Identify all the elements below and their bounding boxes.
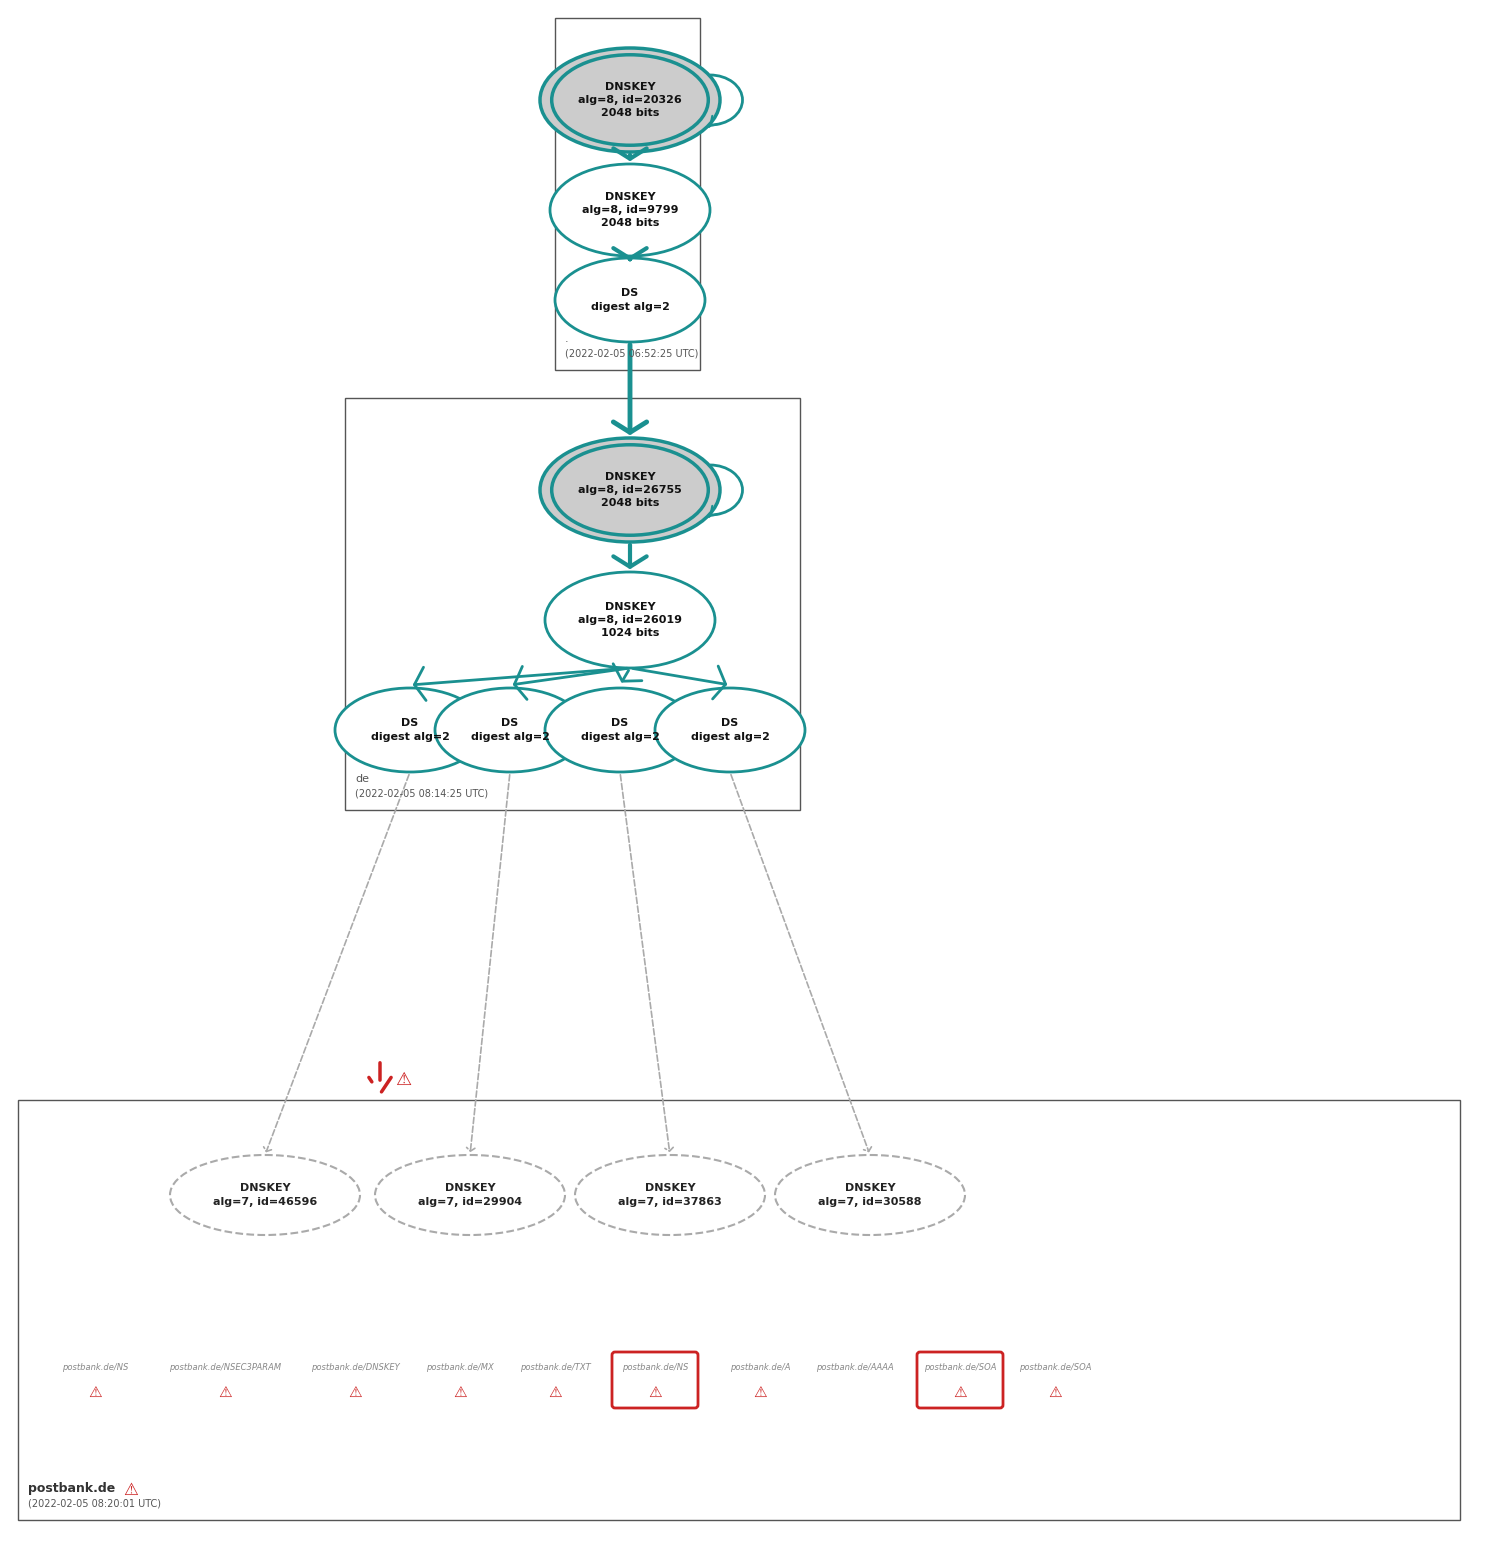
Text: (2022-02-05 08:14:25 UTC): (2022-02-05 08:14:25 UTC) xyxy=(356,787,488,798)
Text: postbank.de: postbank.de xyxy=(28,1482,116,1494)
Text: DS
digest alg=2: DS digest alg=2 xyxy=(471,718,549,741)
Ellipse shape xyxy=(550,164,710,255)
Ellipse shape xyxy=(540,48,720,152)
Ellipse shape xyxy=(334,688,484,772)
Text: DNSKEY
alg=7, id=46596: DNSKEY alg=7, id=46596 xyxy=(213,1183,316,1207)
Text: ⚠: ⚠ xyxy=(548,1385,562,1400)
Text: ⚠: ⚠ xyxy=(217,1385,232,1400)
Text: ⚠: ⚠ xyxy=(453,1385,466,1400)
Text: DS
digest alg=2: DS digest alg=2 xyxy=(591,288,669,311)
Ellipse shape xyxy=(375,1156,566,1235)
Text: (2022-02-05 08:20:01 UTC): (2022-02-05 08:20:01 UTC) xyxy=(28,1497,160,1508)
Text: postbank.de/NS: postbank.de/NS xyxy=(62,1363,128,1372)
Ellipse shape xyxy=(540,438,720,541)
Text: (2022-02-05 06:52:25 UTC): (2022-02-05 06:52:25 UTC) xyxy=(566,348,699,357)
Ellipse shape xyxy=(776,1156,964,1235)
Text: DNSKEY
alg=7, id=30588: DNSKEY alg=7, id=30588 xyxy=(819,1183,921,1207)
Ellipse shape xyxy=(435,688,585,772)
Bar xyxy=(555,19,700,370)
Text: postbank.de/SOA: postbank.de/SOA xyxy=(924,1363,996,1372)
Text: ⚠: ⚠ xyxy=(648,1385,662,1400)
Text: ⚠: ⚠ xyxy=(123,1480,138,1499)
Text: DNSKEY
alg=8, id=26755
2048 bits: DNSKEY alg=8, id=26755 2048 bits xyxy=(578,472,682,509)
Text: DNSKEY
alg=7, id=29904: DNSKEY alg=7, id=29904 xyxy=(419,1183,522,1207)
Text: de: de xyxy=(356,774,369,784)
Text: ⚠: ⚠ xyxy=(348,1385,361,1400)
Ellipse shape xyxy=(544,572,716,668)
Bar xyxy=(345,398,800,811)
Text: ⚠: ⚠ xyxy=(88,1385,102,1400)
Text: DS
digest alg=2: DS digest alg=2 xyxy=(690,718,770,741)
Text: postbank.de/NS: postbank.de/NS xyxy=(622,1363,688,1372)
Text: postbank.de/MX: postbank.de/MX xyxy=(426,1363,494,1372)
Text: ⚠: ⚠ xyxy=(394,1071,411,1089)
Ellipse shape xyxy=(170,1156,360,1235)
Ellipse shape xyxy=(574,1156,765,1235)
Text: postbank.de/A: postbank.de/A xyxy=(729,1363,790,1372)
Text: DNSKEY
alg=8, id=20326
2048 bits: DNSKEY alg=8, id=20326 2048 bits xyxy=(578,82,682,118)
Text: postbank.de/TXT: postbank.de/TXT xyxy=(519,1363,591,1372)
Bar xyxy=(18,1100,1460,1521)
Text: ⚠: ⚠ xyxy=(1048,1385,1062,1400)
Text: postbank.de/SOA: postbank.de/SOA xyxy=(1019,1363,1090,1372)
Text: postbank.de/AAAA: postbank.de/AAAA xyxy=(816,1363,894,1372)
Ellipse shape xyxy=(544,688,694,772)
Text: .: . xyxy=(566,334,568,343)
Ellipse shape xyxy=(656,688,806,772)
Text: DS
digest alg=2: DS digest alg=2 xyxy=(580,718,660,741)
Ellipse shape xyxy=(555,258,705,342)
Text: ⚠: ⚠ xyxy=(952,1385,968,1400)
Text: DS
digest alg=2: DS digest alg=2 xyxy=(370,718,450,741)
Text: postbank.de/NSEC3PARAM: postbank.de/NSEC3PARAM xyxy=(170,1363,280,1372)
Text: DNSKEY
alg=7, id=37863: DNSKEY alg=7, id=37863 xyxy=(618,1183,722,1207)
Text: DNSKEY
alg=8, id=26019
1024 bits: DNSKEY alg=8, id=26019 1024 bits xyxy=(578,602,682,639)
Text: DNSKEY
alg=8, id=9799
2048 bits: DNSKEY alg=8, id=9799 2048 bits xyxy=(582,192,678,229)
Text: ⚠: ⚠ xyxy=(753,1385,766,1400)
Text: postbank.de/DNSKEY: postbank.de/DNSKEY xyxy=(310,1363,399,1372)
